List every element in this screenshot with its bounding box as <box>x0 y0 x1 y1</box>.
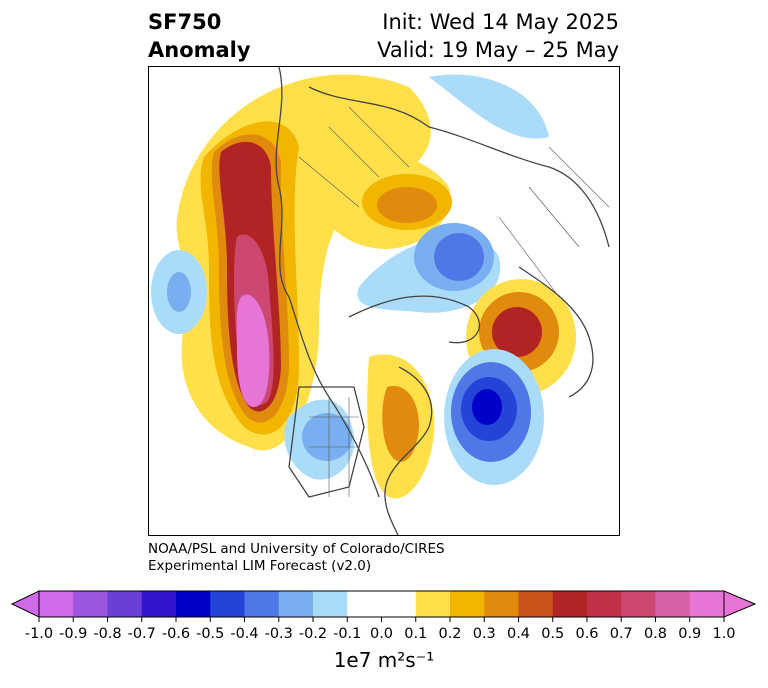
colorbar-tick-label: -0.7 <box>127 626 156 642</box>
colorbar-tick-label: -1.0 <box>24 626 54 642</box>
map-title: SF750 Anomaly <box>148 8 251 64</box>
colorbar-tick-label: 0.7 <box>609 626 633 642</box>
colorbar-tick-label: 0.5 <box>541 626 565 642</box>
colorbar-bin <box>415 591 451 617</box>
anomaly-atlantic-negative <box>444 349 544 485</box>
colorbar-bin <box>347 591 382 617</box>
init-date: Init: Wed 14 May 2025 <box>382 10 619 34</box>
map-dates: Init: Wed 14 May 2025 Valid: 19 May – 25… <box>377 8 619 64</box>
credit-line-1: NOAA/PSL and University of Colorado/CIRE… <box>148 541 445 557</box>
colorbar-tick-label: 0.2 <box>438 626 462 642</box>
colorbar-bin <box>518 591 554 617</box>
title-variable: SF750 <box>148 10 222 34</box>
colorbar <box>10 590 757 622</box>
colorbar-bin <box>73 591 108 617</box>
colorbar-tick-label: -0.1 <box>333 626 362 642</box>
colorbar-bin <box>278 591 314 617</box>
colorbar-tick-label: -0.2 <box>298 626 328 642</box>
colorbar-tick-label: 0.0 <box>369 626 394 642</box>
colorbar-extend-min <box>10 590 40 618</box>
colorbar-tick-label: -0.8 <box>93 626 122 642</box>
colorbar-tick-label: -0.4 <box>230 626 259 642</box>
colorbar-bin <box>176 591 211 617</box>
colorbar-bin <box>450 591 485 617</box>
credit-line-2: Experimental LIM Forecast (v2.0) <box>148 558 372 574</box>
colorbar-tick-label: 0.3 <box>472 626 496 642</box>
anomaly-russia-positive <box>307 148 452 249</box>
colorbar-tick-label: 0.9 <box>678 626 702 642</box>
colorbar-bin <box>655 591 691 617</box>
colorbar-bin <box>39 591 74 617</box>
anomaly-scandinavia-positive <box>466 279 576 395</box>
anomaly-us-west-negative <box>284 399 355 480</box>
valid-period: Valid: 19 May – 25 May <box>377 38 619 62</box>
colorbar-bin <box>141 591 177 617</box>
colorbar-bin <box>313 591 348 617</box>
colorbar-bin <box>244 591 280 617</box>
colorbar-extend-max <box>723 590 757 618</box>
colorbar-bin <box>689 591 725 617</box>
colorbar-bin <box>107 591 143 617</box>
colorbar-bin <box>484 591 519 617</box>
colorbar-tick-label: -0.9 <box>59 626 88 642</box>
anomaly-arctic-negative <box>429 74 549 139</box>
colorbar-tick-label: 1.0 <box>712 626 736 642</box>
colorbar-tick-label: -0.5 <box>196 626 225 642</box>
anomaly-great-lakes-positive <box>367 354 435 499</box>
colorbar-tick-label: -0.3 <box>264 626 293 642</box>
colorbar-bin <box>621 591 656 617</box>
colorbar-bin <box>210 591 245 617</box>
colorbar-units: 1e7 m²s⁻¹ <box>333 648 435 672</box>
credit-text: NOAA/PSL and University of Colorado/CIRE… <box>148 541 445 575</box>
map-svg <box>151 67 610 535</box>
anomaly-pacific-negative-core <box>167 272 191 312</box>
borders <box>298 106 610 497</box>
colorbar-bin <box>381 591 417 617</box>
title-type: Anomaly <box>148 38 251 62</box>
colorbar-tick-label: 0.4 <box>506 626 531 642</box>
colorbar-bin <box>587 591 622 617</box>
anomaly-map <box>148 66 620 536</box>
colorbar-tick-label: 0.8 <box>643 626 668 642</box>
anomaly-greenland-negative <box>357 223 501 313</box>
colorbar-bin <box>552 591 588 617</box>
colorbar-tick-label: -0.6 <box>161 626 191 642</box>
colorbar-tick-label: 0.1 <box>404 626 428 642</box>
coastlines <box>275 67 610 535</box>
colorbar-tick-label: 0.6 <box>575 626 599 642</box>
